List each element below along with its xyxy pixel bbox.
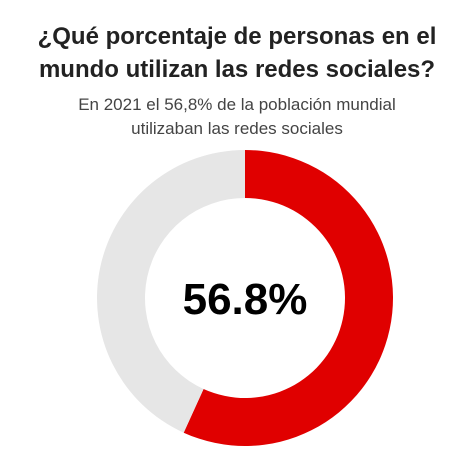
chart-title-line-1: ¿Qué porcentaje de personas en el	[37, 23, 437, 50]
chart-title-line-2: mundo utilizan las redes sociales?	[38, 56, 436, 83]
chart-subtitle-line-1: En 2021 el 56,8% de la población mundial	[78, 95, 396, 114]
chart-subtitle: En 2021 el 56,8% de la población mundial…	[0, 93, 474, 141]
donut-center-label: 56.8%	[183, 275, 308, 324]
chart-subtitle-line-2: utilizaban las redes sociales	[131, 119, 343, 138]
donut-slice-remainder	[97, 150, 245, 433]
donut-chart: 56.8%	[97, 150, 394, 446]
chart-title: ¿Qué porcentaje de personas en el mundo …	[0, 20, 474, 86]
donut-slice-social-media-users	[183, 150, 394, 446]
